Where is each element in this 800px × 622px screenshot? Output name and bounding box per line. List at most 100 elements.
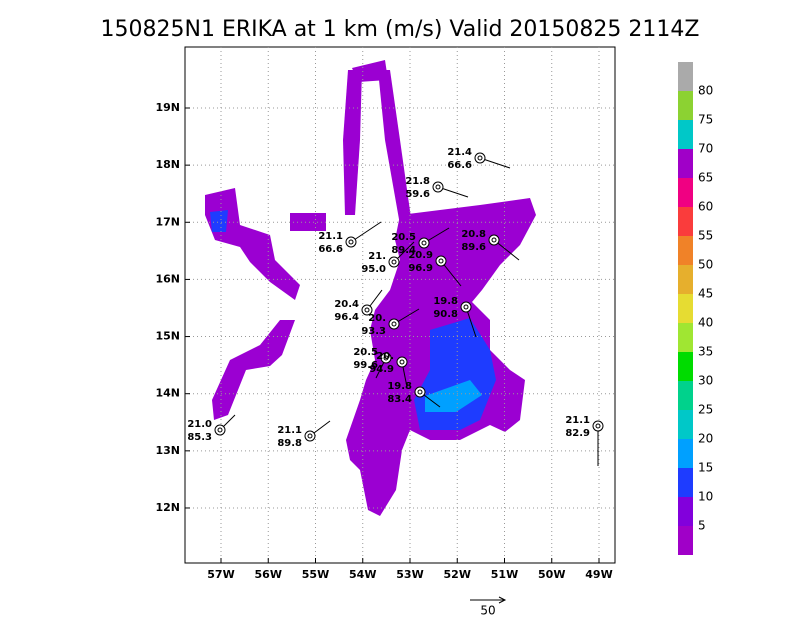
station-value: 96.9 xyxy=(408,263,433,274)
lon-label: 49W xyxy=(585,568,612,581)
colorbar-label: 60 xyxy=(698,200,713,214)
colorbar-label: 55 xyxy=(698,229,713,243)
station-dot xyxy=(364,307,370,313)
station-marker xyxy=(435,255,447,267)
station-temp: 21. xyxy=(368,251,386,262)
station-temp: 20.9 xyxy=(408,250,433,261)
wind-barb xyxy=(350,221,382,243)
colorbar-label: 65 xyxy=(698,171,713,185)
station-temp: 20.5 xyxy=(391,232,416,243)
colorbar-segment xyxy=(678,526,693,555)
station-temp: 20. xyxy=(376,351,394,362)
station-dot xyxy=(421,240,427,246)
station-temp: 20.4 xyxy=(334,299,359,310)
colorbar-label: 30 xyxy=(698,374,713,388)
lon-label: 54W xyxy=(349,568,376,581)
station-marker xyxy=(396,356,408,368)
station-value: 83.4 xyxy=(387,394,412,405)
station-value: 95.0 xyxy=(361,264,386,275)
station-dot xyxy=(438,258,444,264)
colorbar-segment xyxy=(678,91,693,120)
station-marker xyxy=(380,352,392,364)
colorbar-label: 40 xyxy=(698,316,713,330)
station-value: 85.3 xyxy=(187,432,212,443)
station-dot xyxy=(435,184,441,190)
station-dot xyxy=(477,155,483,161)
lon-label: 57W xyxy=(207,568,234,581)
colorbar-segment xyxy=(678,236,693,265)
station-temp: 21.4 xyxy=(447,147,472,158)
station-temp: 20. xyxy=(368,313,386,324)
station-marker xyxy=(388,318,400,330)
colorbar-label: 20 xyxy=(698,432,713,446)
colorbar-segment xyxy=(678,207,693,236)
colorbar-segment xyxy=(678,439,693,468)
colorbar-label: 80 xyxy=(698,84,713,98)
station-dot xyxy=(391,259,397,265)
lat-label: 19N xyxy=(155,101,180,114)
station-value: 96.4 xyxy=(334,312,359,323)
station-marker xyxy=(214,424,226,436)
station-temp: 21.1 xyxy=(277,425,302,436)
station-value: 93.3 xyxy=(361,326,386,337)
lon-label: 52W xyxy=(444,568,471,581)
colorbar-segment xyxy=(678,149,693,178)
station-dot xyxy=(463,304,469,310)
colorbar: 5 10 15 20 25 30 35 40 45 50 55 60 65 70 75 80 xyxy=(678,62,713,555)
station-marker xyxy=(592,420,604,432)
station-marker xyxy=(361,304,373,316)
station-marker xyxy=(345,236,357,248)
stations: 21.4 66.6 21.8 59.6 20.5 89.4 20.8 89.6 21.1 66.6… xyxy=(187,147,604,466)
lat-label: 16N xyxy=(155,272,180,285)
colorbar-label: 10 xyxy=(698,490,713,504)
scale-arrow-head xyxy=(498,596,507,604)
colorbar-label: 35 xyxy=(698,345,713,359)
station-temp: 21.1 xyxy=(318,231,343,242)
lon-label: 56W xyxy=(255,568,282,581)
station-value: 99.6 xyxy=(353,360,378,371)
colorbar-label: 45 xyxy=(698,287,713,301)
station-marker xyxy=(418,237,430,249)
station-value: 66.6 xyxy=(318,244,343,255)
station-temp: 21.0 xyxy=(187,419,212,430)
colorbar-segment xyxy=(678,294,693,323)
colorbar-label: 15 xyxy=(698,461,713,475)
colorbar-segment xyxy=(678,410,693,439)
colorbar-label: 75 xyxy=(698,113,713,127)
colorbar-label: 25 xyxy=(698,403,713,417)
lat-label: 17N xyxy=(155,215,180,228)
station-temp: 20.8 xyxy=(461,229,486,240)
station-value: 90.8 xyxy=(433,309,458,320)
station-temp: 21.1 xyxy=(565,415,590,426)
station-dot xyxy=(399,359,405,365)
lon-label: 53W xyxy=(396,568,423,581)
station-dot xyxy=(391,321,397,327)
station-marker xyxy=(432,181,444,193)
station-marker xyxy=(488,234,500,246)
colorbar-segment xyxy=(678,323,693,352)
station-marker xyxy=(414,386,426,398)
colorbar-label: 70 xyxy=(698,142,713,156)
station-marker xyxy=(388,256,400,268)
colorbar-segment xyxy=(678,352,693,381)
station-dot xyxy=(595,423,601,429)
lon-label: 50W xyxy=(538,568,565,581)
swath-blue-west xyxy=(210,210,228,232)
lat-label: 18N xyxy=(155,158,180,171)
grid: 57W 56W 55W 54W 53W 52W 51W 50W 49W 19N 18N 17N 16N 1… xyxy=(155,47,615,581)
colorbar-label: 5 xyxy=(698,519,706,533)
station-value: 89.8 xyxy=(277,438,302,449)
station-dot xyxy=(307,433,313,439)
lat-label: 14N xyxy=(155,387,180,400)
station-value: 89.4 xyxy=(391,245,416,256)
lon-label: 51W xyxy=(491,568,518,581)
colorbar-segment xyxy=(678,497,693,526)
swath-lightblue xyxy=(425,380,482,412)
station-temp: 21.8 xyxy=(405,176,430,187)
colorbar-label: 50 xyxy=(698,258,713,272)
lon-label: 55W xyxy=(302,568,329,581)
lat-label: 13N xyxy=(155,444,180,457)
station-value: 59.6 xyxy=(405,189,430,200)
station-temp: 20.5 xyxy=(353,347,378,358)
